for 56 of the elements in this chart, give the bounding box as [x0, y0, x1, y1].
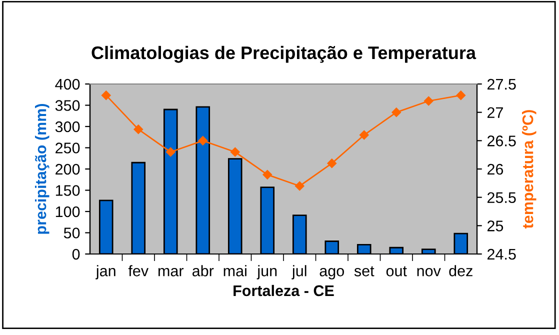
bar	[324, 240, 340, 254]
x-tick-label: abr	[192, 265, 214, 276]
point	[262, 170, 272, 180]
point	[360, 130, 369, 140]
y2-tick-label: 25.5	[487, 192, 516, 204]
bar	[356, 244, 372, 254]
y2-tick-label: 24.5	[487, 248, 516, 260]
bar	[454, 232, 468, 254]
y-tick-label: 0	[72, 248, 80, 260]
x-tick-label: ago	[320, 268, 344, 280]
point	[166, 147, 176, 157]
y-tick-label: 250	[56, 142, 80, 154]
y2-tick-label: 27.5	[487, 78, 516, 90]
bar	[196, 106, 210, 254]
bar	[260, 186, 275, 254]
y2-axis-title: temperatura (ºC)	[522, 110, 536, 228]
point	[327, 158, 336, 168]
x-tick-label: nov	[417, 268, 441, 276]
y-axis-title: precipitação (mm)	[34, 104, 50, 234]
y-tick-label: 350	[55, 100, 80, 111]
y2-tick-label: 26.5	[487, 136, 516, 146]
bar	[228, 158, 242, 254]
bar	[421, 248, 436, 254]
point	[456, 90, 466, 100]
y-tick-label: 400	[55, 78, 80, 90]
y2-tick-label: 27	[487, 107, 503, 118]
point	[198, 136, 208, 146]
point	[102, 90, 111, 100]
x-axis-title: Fortaleza - CE	[234, 284, 334, 296]
y-tick-label: 50	[64, 228, 80, 238]
x-tick-label: jan	[96, 265, 116, 280]
y2-tick-label: 25	[487, 220, 504, 232]
point	[392, 108, 401, 117]
y2-tick-label: 26	[487, 164, 504, 175]
x-tick-label: jun	[256, 265, 277, 280]
x-tick-label: dez	[449, 265, 472, 276]
bar	[389, 246, 404, 254]
bar	[131, 162, 146, 254]
x-tick-label: out	[386, 266, 407, 276]
point	[424, 96, 434, 106]
x-tick-label: mar	[158, 268, 184, 276]
x-tick-label: fev	[128, 265, 149, 276]
y-tick-label: 150	[56, 185, 80, 196]
x-tick-label: jul	[292, 265, 306, 280]
x-tick-label: mai	[224, 265, 246, 276]
y-tick-label: 100	[56, 206, 80, 218]
point	[295, 181, 304, 191]
bar	[292, 214, 307, 254]
bar	[98, 200, 114, 254]
chart-title: Climatologias de Precipitação e Temperatura	[92, 46, 476, 63]
x-tick-label: set	[354, 266, 374, 276]
point	[134, 124, 143, 134]
bar	[163, 108, 178, 254]
point	[230, 147, 240, 157]
y-tick-label: 200	[56, 164, 80, 175]
y-tick-label: 300	[55, 121, 80, 132]
